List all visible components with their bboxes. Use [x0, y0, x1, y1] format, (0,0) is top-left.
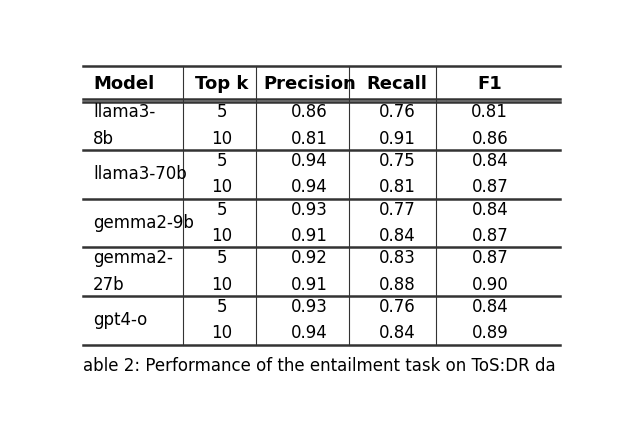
Text: 0.92
0.91: 0.92 0.91: [291, 249, 328, 294]
Text: 0.84
0.87: 0.84 0.87: [472, 152, 508, 197]
Text: 0.93
0.94: 0.93 0.94: [291, 298, 328, 342]
Text: 0.86
0.81: 0.86 0.81: [291, 103, 328, 148]
Text: 5
10: 5 10: [212, 298, 232, 342]
Text: Top k: Top k: [195, 75, 249, 93]
Text: 0.81
0.86: 0.81 0.86: [472, 103, 508, 148]
Text: 0.93
0.91: 0.93 0.91: [291, 201, 328, 245]
Text: 5
10: 5 10: [212, 103, 232, 148]
Text: 0.75
0.81: 0.75 0.81: [379, 152, 416, 197]
Text: 0.94
0.94: 0.94 0.94: [291, 152, 328, 197]
Text: able 2: Performance of the entailment task on ToS:DR da: able 2: Performance of the entailment ta…: [84, 357, 556, 375]
Text: 0.83
0.88: 0.83 0.88: [379, 249, 416, 294]
Text: 0.76
0.91: 0.76 0.91: [379, 103, 416, 148]
Text: llama3-
8b: llama3- 8b: [93, 103, 155, 148]
Text: gemma2-
27b: gemma2- 27b: [93, 249, 173, 294]
Text: gpt4-o: gpt4-o: [93, 311, 148, 329]
Text: Model: Model: [93, 75, 154, 93]
Text: 0.77
0.84: 0.77 0.84: [379, 201, 416, 245]
Text: Precision: Precision: [263, 75, 356, 93]
Text: Recall: Recall: [367, 75, 428, 93]
Text: 5
10: 5 10: [212, 249, 232, 294]
Text: F1: F1: [477, 75, 502, 93]
Text: 5
10: 5 10: [212, 152, 232, 197]
Text: llama3-70b: llama3-70b: [93, 165, 187, 183]
Text: 5
10: 5 10: [212, 201, 232, 245]
Text: 0.84
0.87: 0.84 0.87: [472, 201, 508, 245]
Text: gemma2-9b: gemma2-9b: [93, 214, 194, 232]
Text: 0.87
0.90: 0.87 0.90: [472, 249, 508, 294]
Text: 0.76
0.84: 0.76 0.84: [379, 298, 416, 342]
Text: 0.84
0.89: 0.84 0.89: [472, 298, 508, 342]
